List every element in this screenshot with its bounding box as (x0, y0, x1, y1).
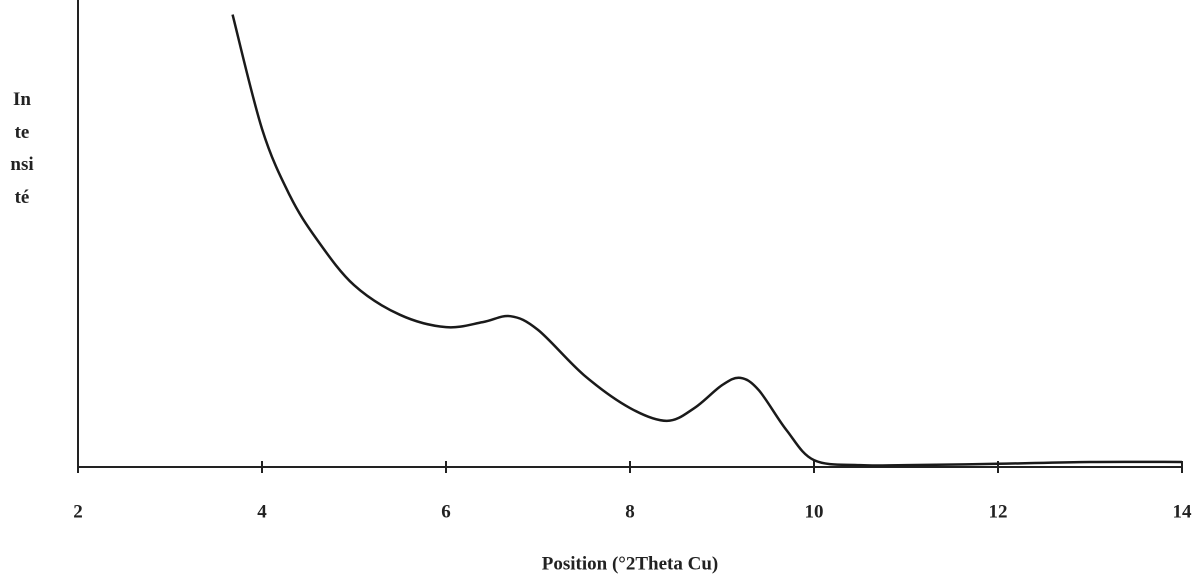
x-tick-label: 6 (441, 501, 451, 522)
x-tick-label: 8 (625, 501, 635, 522)
data-line (231, 14, 1183, 467)
x-tick-label: 14 (1173, 501, 1193, 522)
y-axis-label: Intensité (10, 89, 34, 208)
x-axis-label: Position (°2Theta Cu) (542, 553, 719, 574)
x-tick-label: 12 (989, 501, 1008, 522)
x-tick-label: 10 (805, 501, 824, 522)
x-tick-label: 2 (73, 501, 83, 522)
x-tick-label: 4 (257, 501, 267, 522)
